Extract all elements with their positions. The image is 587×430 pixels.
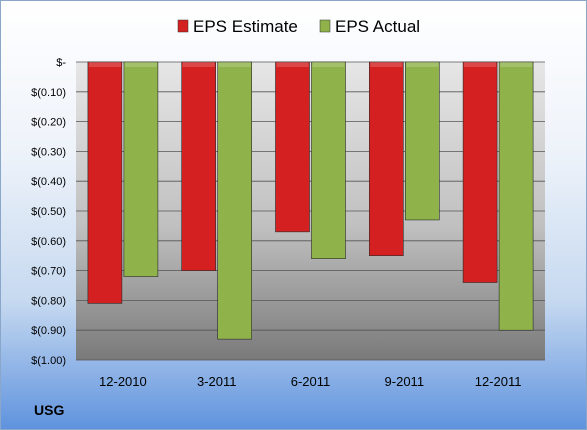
legend-label: EPS Actual <box>335 17 420 36</box>
bar <box>275 61 310 233</box>
y-tick-label: $- <box>56 57 66 69</box>
bar <box>404 61 440 221</box>
x-category-label: 12-2010 <box>99 374 147 389</box>
bar <box>368 61 404 256</box>
y-tick-label: $(0.70) <box>31 266 66 278</box>
bars <box>87 61 534 340</box>
bar <box>123 61 159 277</box>
y-tick-label: $(0.80) <box>31 295 66 307</box>
x-axis-categories: 12-2010 3-2011 6-2011 9-2011 12-2011 <box>99 374 521 389</box>
y-tick-label: $(0.90) <box>31 325 66 337</box>
x-category-label: 3-2011 <box>197 374 237 389</box>
legend-label: EPS Estimate <box>193 17 298 36</box>
y-tick-label: $(0.20) <box>31 117 66 129</box>
y-tick-label: $(0.60) <box>31 236 66 248</box>
x-category-label: 12-2011 <box>475 374 522 389</box>
bar <box>462 61 498 283</box>
legend-swatch <box>319 19 331 33</box>
bar <box>498 61 534 331</box>
y-axis-ticks: $- $(0.10) $(0.20) $(0.30) $(0.40) $(0.50) $(0… <box>31 57 66 367</box>
company-label: USG <box>34 402 65 418</box>
y-tick-label: $(0.40) <box>31 176 66 188</box>
bar <box>87 61 123 304</box>
y-tick-label: $(1.00) <box>31 355 66 367</box>
bar <box>311 61 346 259</box>
y-tick-label: $(0.10) <box>31 87 66 99</box>
x-category-label: 9-2011 <box>385 374 425 389</box>
legend-swatch <box>177 19 189 33</box>
y-tick-label: $(0.50) <box>31 206 66 218</box>
bar <box>181 61 216 271</box>
legend: EPS Estimate EPS Actual <box>177 17 420 36</box>
x-category-label: 6-2011 <box>291 374 331 389</box>
bar <box>217 61 252 340</box>
y-tick-label: $(0.30) <box>31 146 66 158</box>
